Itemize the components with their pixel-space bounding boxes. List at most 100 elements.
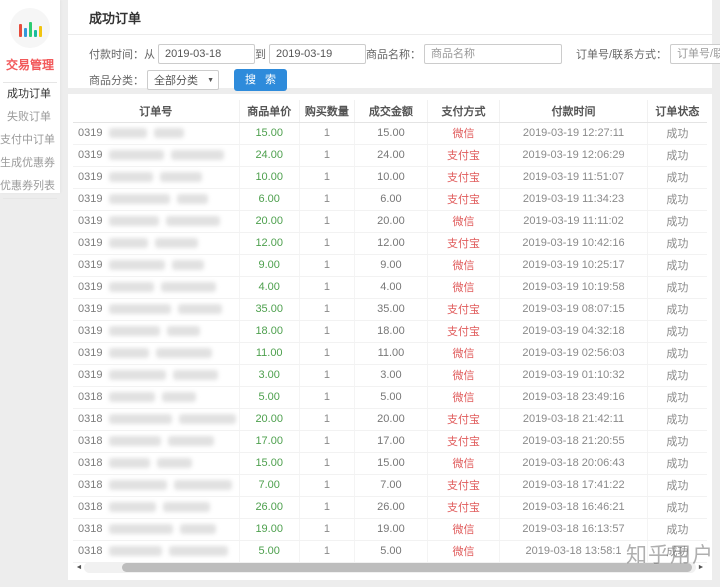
status-cell: 成功 — [647, 386, 707, 409]
quantity-cell: 1 — [299, 320, 355, 343]
quantity-cell: 1 — [299, 166, 355, 189]
status-cell: 成功 — [647, 276, 707, 299]
order-contact-input[interactable] — [670, 44, 720, 64]
orders-table: 订单号 商品单价 购买数量 成交金额 支付方式 付款时间 订单状态 0319 15.00 1 15… — [73, 100, 707, 563]
sidebar-item-success-orders[interactable]: 成功订单 — [7, 88, 51, 100]
unit-price-cell: 11.00 — [239, 342, 300, 365]
redacted-blur — [171, 150, 225, 161]
quantity-cell: 1 — [299, 254, 355, 277]
redacted-blur — [109, 172, 154, 183]
unit-price-cell: 18.00 — [239, 320, 300, 343]
table-row: 0319 18.00 1 18.00 支付宝 2019-03-19 04:32:18 成功 — [73, 320, 707, 343]
pay-time-cell: 2019-03-19 11:51:07 — [499, 166, 648, 189]
unit-price-cell: 9.00 — [239, 254, 300, 277]
pay-time-cell: 2019-03-19 12:27:11 — [499, 122, 648, 145]
redacted-blur — [177, 194, 209, 205]
status-cell: 成功 — [647, 474, 707, 497]
product-name-label: 商品名称： — [366, 49, 421, 61]
pay-time-cell: 2019-03-19 10:25:17 — [499, 254, 648, 277]
order-number-prefix: 0319 — [78, 193, 103, 205]
table-row: 0318 5.00 1 5.00 微信 2019-03-18 23:49:16 成功 — [73, 386, 707, 409]
table-row: 0318 17.00 1 17.00 支付宝 2019-03-18 21:20:55 成功 — [73, 430, 707, 453]
sidebar-divider-top — [3, 82, 57, 83]
pay-method-cell: 支付宝 — [427, 496, 501, 519]
amount-cell: 9.00 — [354, 254, 428, 277]
app-logo — [0, 0, 60, 52]
redacted-blur — [156, 348, 213, 359]
amount-cell: 17.00 — [354, 430, 428, 453]
scrollbar-thumb[interactable] — [122, 563, 692, 572]
redacted-blur — [157, 458, 193, 469]
redacted-blur — [109, 282, 155, 293]
redacted-blur — [173, 370, 219, 381]
scroll-left-icon[interactable]: ◄ — [75, 564, 83, 571]
sidebar-item-coupon-list[interactable]: 优惠券列表 — [0, 180, 55, 192]
order-number-cell: 0319 — [73, 122, 240, 145]
order-number-cell: 0318 — [73, 408, 240, 431]
amount-cell: 26.00 — [354, 496, 428, 519]
pay-time-cell: 2019-03-19 02:56:03 — [499, 342, 648, 365]
order-number-cell: 0319 — [73, 210, 240, 233]
redacted-blur — [154, 128, 185, 139]
pay-time-cell: 2019-03-18 16:13:57 — [499, 518, 648, 541]
order-number-prefix: 0318 — [78, 391, 103, 403]
redacted-blur — [163, 502, 211, 513]
category-select[interactable]: 全部分类 ▼ — [147, 70, 219, 90]
order-number-cell: 0318 — [73, 474, 240, 497]
chevron-down-icon: ▼ — [207, 76, 214, 84]
redacted-blur — [162, 392, 197, 403]
search-button[interactable]: 搜 索 — [234, 69, 288, 91]
order-number-cell: 0319 — [73, 320, 240, 343]
unit-price-cell: 24.00 — [239, 144, 300, 167]
amount-cell: 4.00 — [354, 276, 428, 299]
pay-time-cell: 2019-03-19 11:11:02 — [499, 210, 648, 233]
amount-cell: 12.00 — [354, 232, 428, 255]
redacted-blur — [109, 326, 161, 337]
status-cell: 成功 — [647, 540, 707, 563]
order-number-cell: 0319 — [73, 254, 240, 277]
pay-method-cell: 微信 — [427, 386, 501, 409]
pay-time-cell: 2019-03-19 10:42:16 — [499, 232, 648, 255]
column-header-5: 付款时间 — [499, 100, 648, 123]
horizontal-scrollbar[interactable]: ◄ ► — [74, 561, 706, 574]
sidebar-item-failed-orders[interactable]: 失败订单 — [7, 111, 51, 123]
scrollbar-track[interactable] — [84, 562, 696, 573]
pay-method-cell: 支付宝 — [427, 408, 501, 431]
redacted-blur — [168, 436, 215, 447]
amount-cell: 20.00 — [354, 408, 428, 431]
column-header-2: 购买数量 — [299, 100, 355, 123]
status-cell: 成功 — [647, 408, 707, 431]
table-header-row: 订单号 商品单价 购买数量 成交金额 支付方式 付款时间 订单状态 — [73, 100, 707, 123]
sidebar-section-trade-management[interactable]: 交易管理 — [5, 58, 54, 72]
redacted-blur — [180, 524, 217, 535]
product-name-input[interactable] — [424, 44, 562, 64]
quantity-cell: 1 — [299, 188, 355, 211]
redacted-blur — [174, 480, 233, 491]
date-to-input[interactable] — [269, 44, 366, 64]
order-number-prefix: 0319 — [78, 369, 103, 381]
column-header-6: 订单状态 — [647, 100, 707, 123]
redacted-blur — [161, 282, 217, 293]
scroll-right-icon[interactable]: ► — [697, 564, 705, 571]
status-cell: 成功 — [647, 518, 707, 541]
table-row: 0319 12.00 1 12.00 支付宝 2019-03-19 10:42:16 成功 — [73, 232, 707, 255]
pay-time-cell: 2019-03-18 23:49:16 — [499, 386, 648, 409]
redacted-blur — [109, 436, 162, 447]
order-number-cell: 0318 — [73, 430, 240, 453]
redacted-blur — [178, 304, 223, 315]
sidebar-item-paying-orders[interactable]: 支付中订单 — [0, 134, 55, 146]
amount-cell: 18.00 — [354, 320, 428, 343]
date-from-input[interactable] — [158, 44, 255, 64]
quantity-cell: 1 — [299, 518, 355, 541]
pay-method-cell: 微信 — [427, 276, 501, 299]
order-number-prefix: 0319 — [78, 347, 103, 359]
filter-row-1: 付款时间：从 到 商品名称： 订单号/联系方式： — [89, 41, 720, 67]
amount-cell: 19.00 — [354, 518, 428, 541]
column-header-1: 商品单价 — [239, 100, 300, 123]
unit-price-cell: 12.00 — [239, 232, 300, 255]
order-number-prefix: 0319 — [78, 259, 103, 271]
quantity-cell: 1 — [299, 540, 355, 563]
order-number-cell: 0319 — [73, 188, 240, 211]
sidebar-item-create-coupon[interactable]: 生成优惠券 — [0, 157, 55, 169]
table-row: 0319 9.00 1 9.00 微信 2019-03-19 10:25:17 成功 — [73, 254, 707, 277]
